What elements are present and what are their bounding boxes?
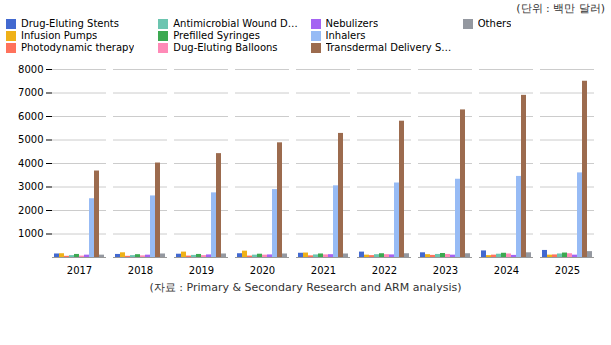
svg-text:2000: 2000 xyxy=(18,205,43,216)
html-text:Others: Others xyxy=(477,18,512,29)
html-text:(단위 : 백만 달러): (단위 : 백만 달러) xyxy=(516,2,605,15)
svg-text:2021: 2021 xyxy=(311,265,336,276)
html-text:Infusion Pumps: Infusion Pumps xyxy=(21,30,98,41)
html-text:Dug-Eluting Balloons: Dug-Eluting Balloons xyxy=(173,42,278,53)
html-text:Nebulizers: Nebulizers xyxy=(325,18,379,29)
svg-text:2019: 2019 xyxy=(189,265,214,276)
svg-text:5000: 5000 xyxy=(18,134,43,145)
html-text:Photodynamic therapy: Photodynamic therapy xyxy=(21,42,135,53)
svg-text:2022: 2022 xyxy=(372,265,397,276)
html-text:Inhalers: Inhalers xyxy=(325,30,366,41)
svg-text:3000: 3000 xyxy=(18,181,43,192)
svg-text:4000: 4000 xyxy=(18,158,43,169)
html-text:Drug-Eluting Stents: Drug-Eluting Stents xyxy=(21,18,119,29)
svg-text:2018: 2018 xyxy=(128,265,153,276)
svg-text:2020: 2020 xyxy=(250,265,275,276)
svg-text:7000: 7000 xyxy=(18,87,43,98)
html-text:(자료 : Primary & Secondary Rese: (자료 : Primary & Secondary Research and A… xyxy=(149,281,462,294)
svg-text:2017: 2017 xyxy=(67,265,92,276)
svg-text:6000: 6000 xyxy=(18,111,43,122)
svg-text:8000: 8000 xyxy=(18,64,43,75)
svg-text:2024: 2024 xyxy=(494,265,519,276)
svg-text:2023: 2023 xyxy=(433,265,458,276)
svg-text:2025: 2025 xyxy=(555,265,580,276)
html-text:Prefilled Syringes: Prefilled Syringes xyxy=(173,30,260,41)
svg-text:1000: 1000 xyxy=(18,228,43,239)
